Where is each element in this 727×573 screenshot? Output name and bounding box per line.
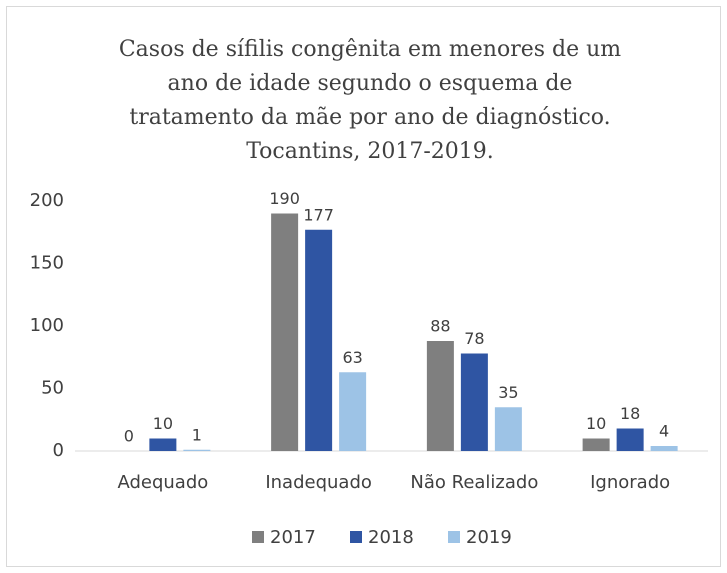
bar	[494, 407, 522, 451]
data-label: 177	[303, 205, 334, 224]
chart-title: ano de idade segundo o esquema de	[168, 71, 573, 96]
bar	[183, 449, 211, 451]
bar	[305, 229, 333, 451]
legend-swatch	[448, 531, 460, 543]
legend-swatch	[252, 531, 264, 543]
legend-swatch	[350, 531, 362, 543]
bar	[460, 353, 488, 451]
chart-title: tratamento da mãe por ano de diagnóstico…	[129, 105, 610, 130]
x-tick-label: Inadequado	[265, 472, 372, 493]
bar	[582, 438, 610, 451]
data-label: 35	[498, 383, 518, 402]
y-tick-label: 0	[53, 440, 64, 461]
bar	[149, 438, 177, 451]
data-label: 1	[192, 425, 202, 444]
bar	[339, 372, 367, 451]
chart-title: Casos de sífilis congênita em menores de…	[119, 37, 621, 62]
chart-title: Tocantins, 2017-2019.	[246, 139, 494, 164]
data-label: 190	[269, 189, 300, 208]
bar	[426, 341, 454, 451]
legend-label: 2018	[368, 527, 414, 548]
data-label: 88	[430, 317, 450, 336]
x-tick-label: Adequado	[117, 472, 208, 493]
data-label: 0	[124, 427, 134, 446]
y-tick-label: 100	[30, 315, 64, 336]
legend-label: 2017	[270, 527, 316, 548]
x-tick-label: Não Realizado	[410, 472, 538, 493]
data-label: 10	[586, 414, 606, 433]
legend-label: 2019	[466, 527, 512, 548]
chart-border	[6, 6, 721, 567]
y-tick-label: 200	[30, 190, 64, 211]
bar	[616, 428, 644, 451]
data-label: 4	[659, 422, 669, 441]
data-label: 63	[342, 348, 362, 367]
y-tick-label: 150	[30, 253, 64, 274]
x-tick-label: Ignorado	[590, 472, 670, 493]
bar	[271, 213, 299, 451]
data-label: 78	[464, 329, 484, 348]
data-label: 10	[153, 414, 173, 433]
data-label: 18	[620, 404, 640, 423]
y-tick-label: 50	[41, 378, 64, 399]
bar	[650, 446, 678, 451]
